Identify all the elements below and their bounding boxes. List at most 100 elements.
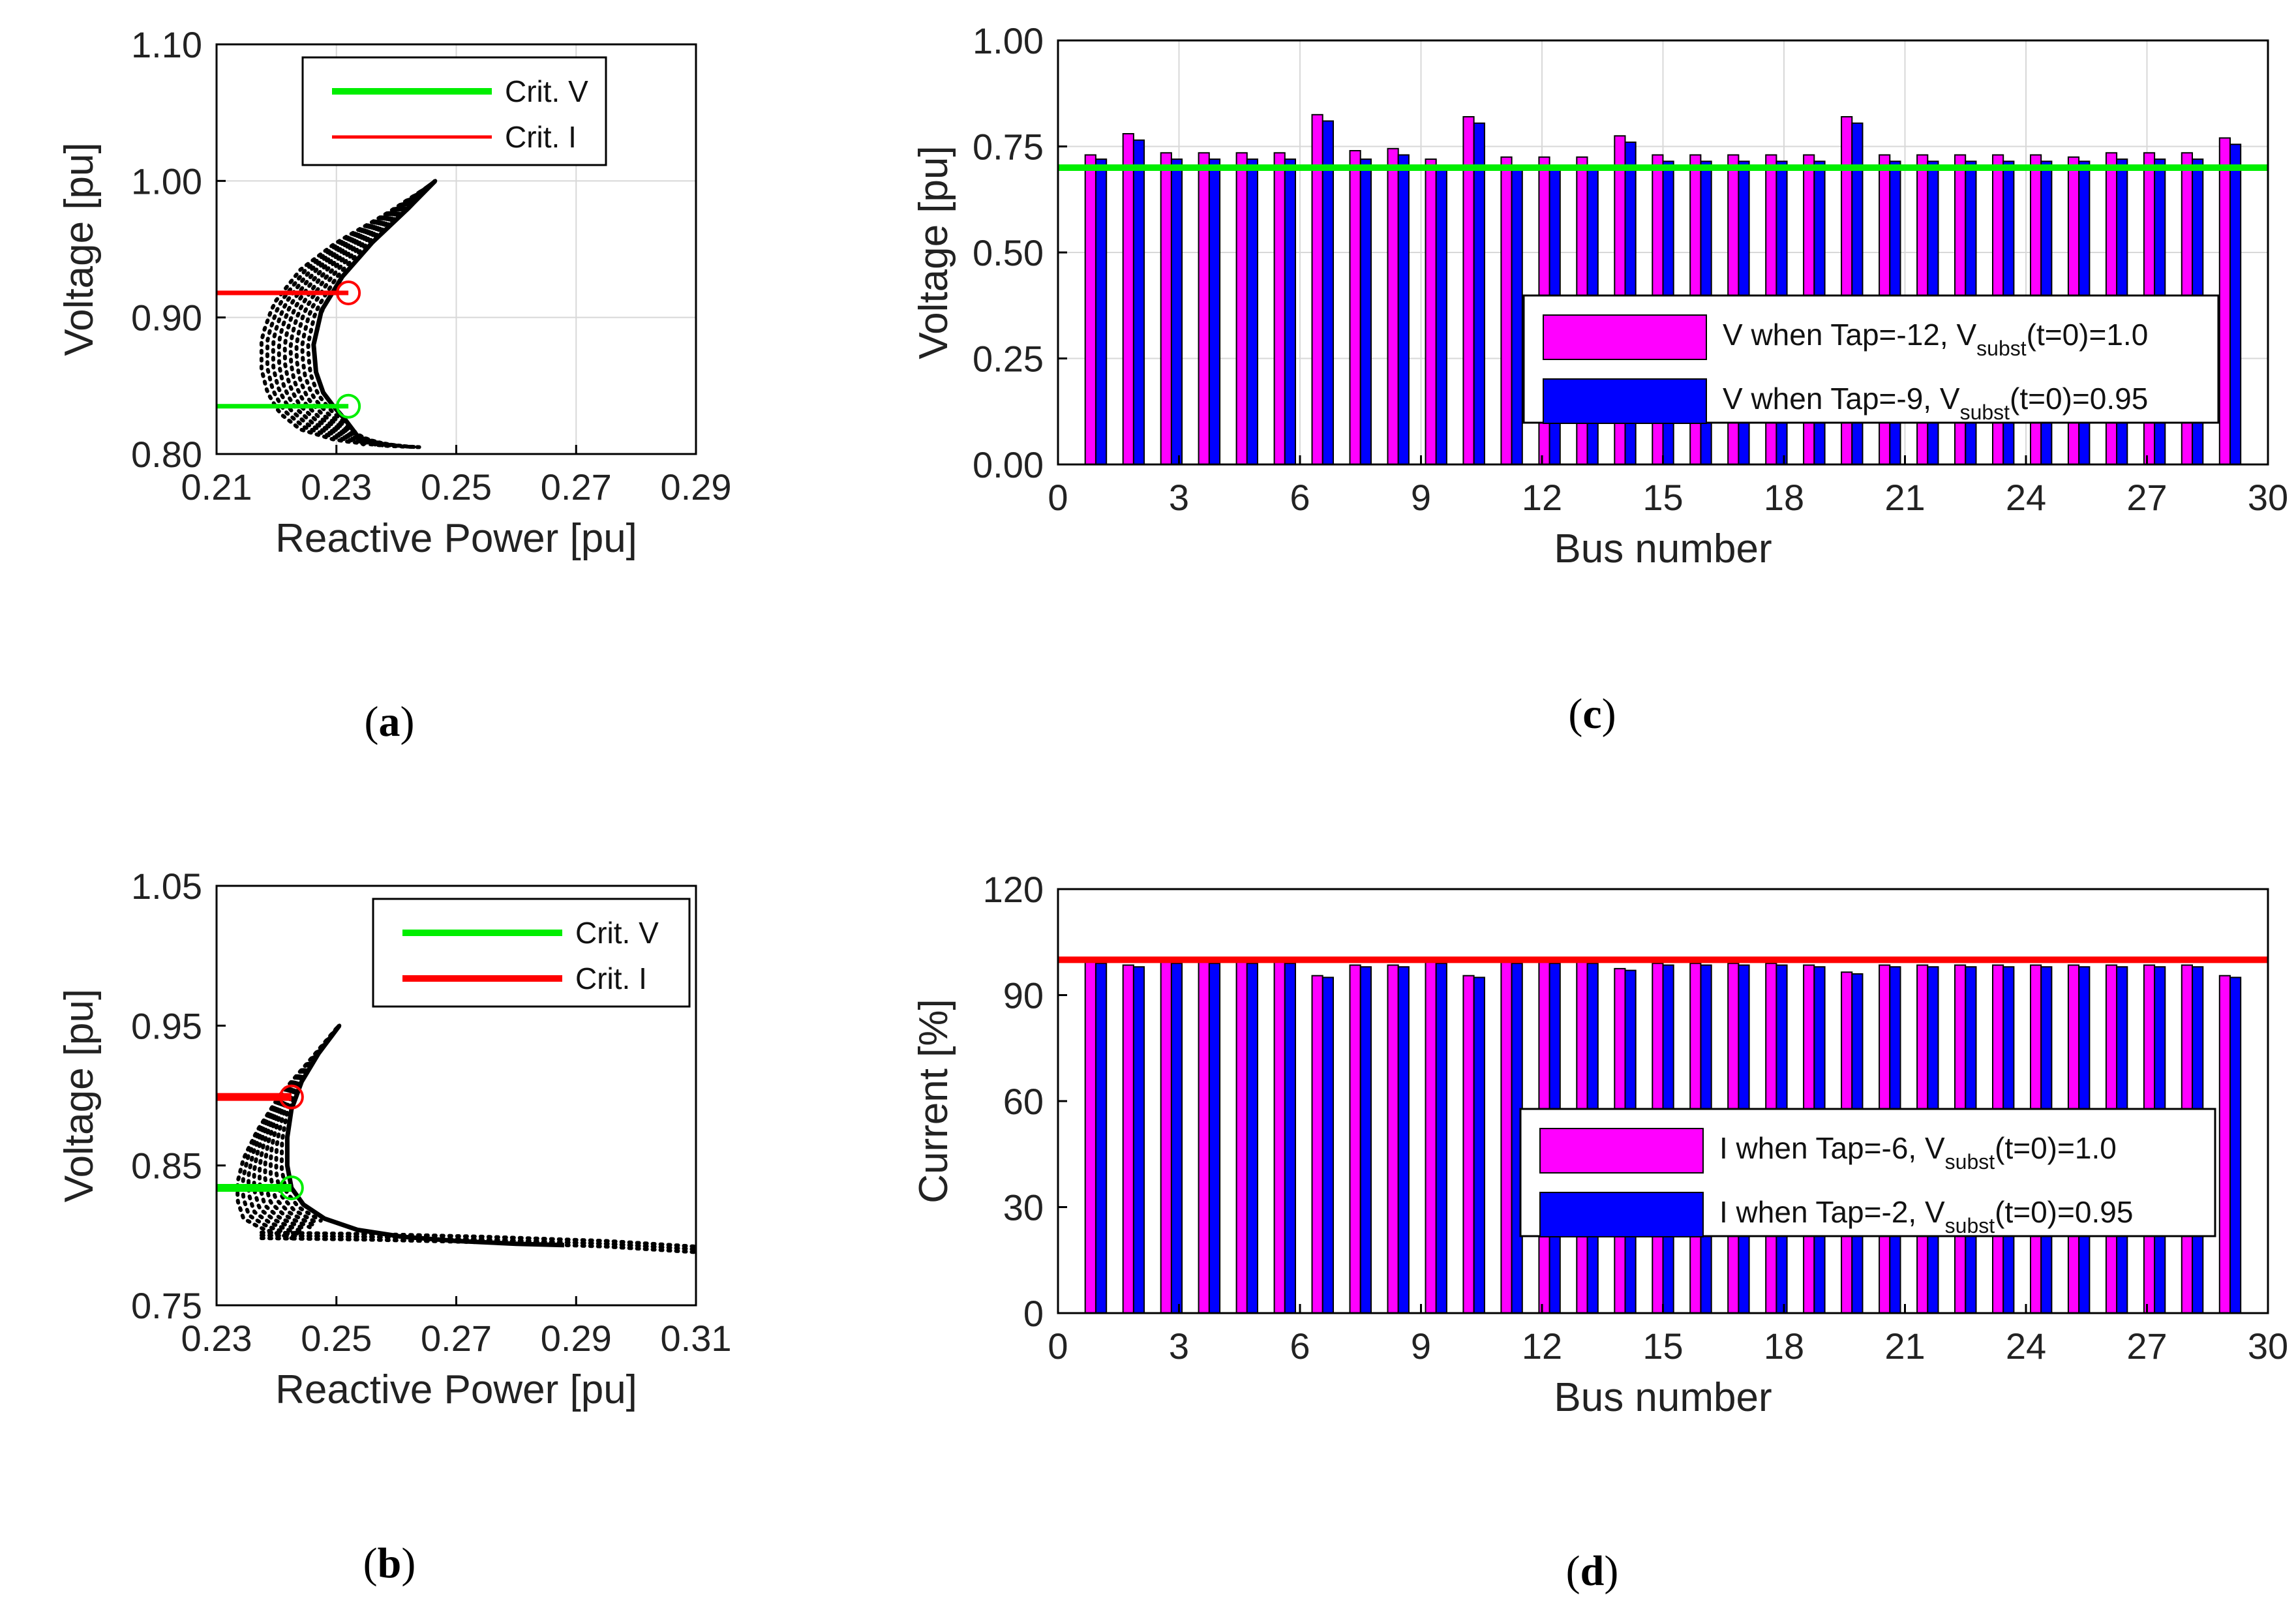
b-dotted-tail [259, 1236, 698, 1254]
d-bar-series1 [1500, 961, 1513, 1314]
c-legend-label-main: V when Tap=-9, V [1723, 382, 1960, 416]
d-xtick-label: 27 [2126, 1326, 2167, 1367]
d-bar-series2 [1473, 977, 1485, 1314]
a-ytick-label: 1.10 [131, 24, 202, 65]
c-bar-series1 [1425, 159, 1437, 465]
c-x-axis-label: Bus number [1554, 526, 1772, 571]
c-legend-label-tail: (t=0)=0.95 [2010, 382, 2148, 416]
a-dotted-trajectory [271, 184, 430, 449]
d-legend-label-tail: (t=0)=0.95 [1995, 1195, 2133, 1229]
c-xtick-label: 9 [1411, 477, 1431, 518]
b-ytick-label: 1.05 [131, 866, 202, 907]
c-xtick-label: 0 [1048, 477, 1068, 518]
a-y-axis-label: Voltage [pu] [57, 142, 102, 356]
c-bar-series1 [1084, 154, 1096, 465]
d-xtick-label: 21 [1884, 1326, 1925, 1367]
b-series-crit-i-marker [279, 1084, 304, 1110]
c-bar-series2 [1208, 159, 1221, 465]
d-bar-series1 [1425, 961, 1437, 1314]
c-bar-series1 [1122, 133, 1134, 465]
d-bar-series1 [1387, 964, 1399, 1314]
b-legend-box [372, 898, 691, 1008]
c-bar-series2 [1397, 154, 1410, 465]
d-ytick-label: 60 [1003, 1081, 1044, 1122]
a-ytick-label: 0.90 [131, 297, 202, 339]
d-xtick-label: 18 [1764, 1326, 1804, 1367]
b-legend-label: Crit. V [575, 916, 659, 950]
c-xtick-label: 3 [1169, 477, 1189, 518]
c-legend-label-main: V when Tap=-12, V [1723, 318, 1976, 352]
d-bar-series2 [1397, 966, 1410, 1314]
c-bar-series1 [1273, 152, 1286, 466]
c-bar-series2 [1170, 159, 1183, 465]
d-xtick-label: 0 [1048, 1326, 1068, 1367]
a-series-crit-i-marker [336, 280, 361, 305]
b-legend: Crit. V Crit. I [372, 898, 691, 1008]
d-bar-series2 [1170, 962, 1183, 1314]
d-bar-series2 [1322, 977, 1335, 1314]
a-xtick-label: 0.21 [181, 466, 252, 508]
c-ytick-label: 0.00 [973, 444, 1044, 485]
b-dotted-trajectory [252, 1025, 340, 1234]
c-xtick-label: 18 [1764, 477, 1804, 518]
c-bar-series1 [1235, 152, 1248, 466]
c-legend-label: V when Tap=-12, Vsubst(t=0)=1.0 [1723, 318, 2148, 360]
c-legend-label-tail: (t=0)=1.0 [2027, 318, 2149, 352]
d-bar-series1 [1235, 961, 1248, 1314]
a-dotted-trajectory [294, 181, 434, 447]
d-ytick-label: 30 [1003, 1187, 1044, 1228]
d-ytick-label: 120 [983, 869, 1044, 910]
d-legend-label-main: I when Tap=-6, V [1719, 1131, 1945, 1165]
b-xtick-label: 0.27 [421, 1318, 492, 1359]
d-bar-series1 [1084, 961, 1096, 1314]
d-xtick-label: 12 [1522, 1326, 1562, 1367]
a-legend-label: Crit. V [505, 74, 588, 108]
c-xtick-label: 12 [1522, 477, 1562, 518]
b-y-axis-label: Voltage [pu] [57, 989, 102, 1203]
c-legend-label-sub: subst [1960, 401, 2010, 424]
d-bar-series1 [1122, 964, 1134, 1314]
d-plot-frame [1057, 888, 2269, 1314]
a-xtick-label: 0.27 [541, 466, 612, 508]
c-ytick-label: 1.00 [973, 20, 1044, 61]
d-legend-swatch [1539, 1192, 1704, 1237]
c-bar-series2 [1511, 167, 1523, 465]
d-y-axis-label: Current [%] [911, 999, 956, 1204]
d-bar-series2 [2229, 977, 2242, 1314]
c-legend-label-sub: subst [1976, 337, 2027, 360]
b-xtick-label: 0.31 [661, 1318, 732, 1359]
a-xtick-label: 0.29 [661, 466, 732, 508]
a-x-axis-label: Reactive Power [pu] [275, 516, 637, 561]
a-ytick-label: 1.00 [131, 160, 202, 202]
c-bar-series1 [1500, 156, 1513, 466]
c-bar-series2 [2229, 144, 2242, 466]
d-legend-label: I when Tap=-2, Vsubst(t=0)=0.95 [1719, 1195, 2133, 1237]
c-bar-series2 [1095, 159, 1108, 465]
c-xtick-label: 6 [1290, 477, 1310, 518]
b-ytick-label: 0.75 [131, 1285, 202, 1326]
c-y-axis-label: Voltage [pu] [911, 145, 956, 359]
a-legend-box [301, 56, 607, 166]
a-dotted-trajectory [265, 185, 430, 449]
c-ytick-label: 0.75 [973, 127, 1044, 168]
caption-d: (d) [1566, 1547, 1619, 1595]
b-xtick-label: 0.29 [541, 1318, 612, 1359]
d-bar-series2 [1208, 962, 1221, 1314]
d-bar-series2 [1435, 962, 1447, 1314]
caption-c-letter: c [1582, 690, 1601, 738]
a-plot-frame [215, 43, 697, 455]
d-bar-series1 [2218, 975, 2231, 1314]
c-bar-series1 [1198, 152, 1210, 466]
caption-a-letter: a [379, 698, 400, 746]
d-legend-label-main: I when Tap=-2, V [1719, 1195, 1945, 1229]
b-scatter-band [235, 1023, 698, 1254]
b-legend-label: Crit. I [575, 962, 647, 995]
c-xtick-label: 15 [1642, 477, 1683, 518]
d-x-axis-label: Bus number [1554, 1375, 1772, 1420]
d-legend: I when Tap=-6, Vsubst(t=0)=1.0I when Tap… [1519, 1108, 2216, 1237]
d-xtick-label: 15 [1642, 1326, 1683, 1367]
c-legend-label: V when Tap=-9, Vsubst(t=0)=0.95 [1723, 382, 2148, 424]
a-legend: Crit. V Crit. I [301, 56, 607, 166]
c-bar-series2 [1132, 139, 1145, 466]
